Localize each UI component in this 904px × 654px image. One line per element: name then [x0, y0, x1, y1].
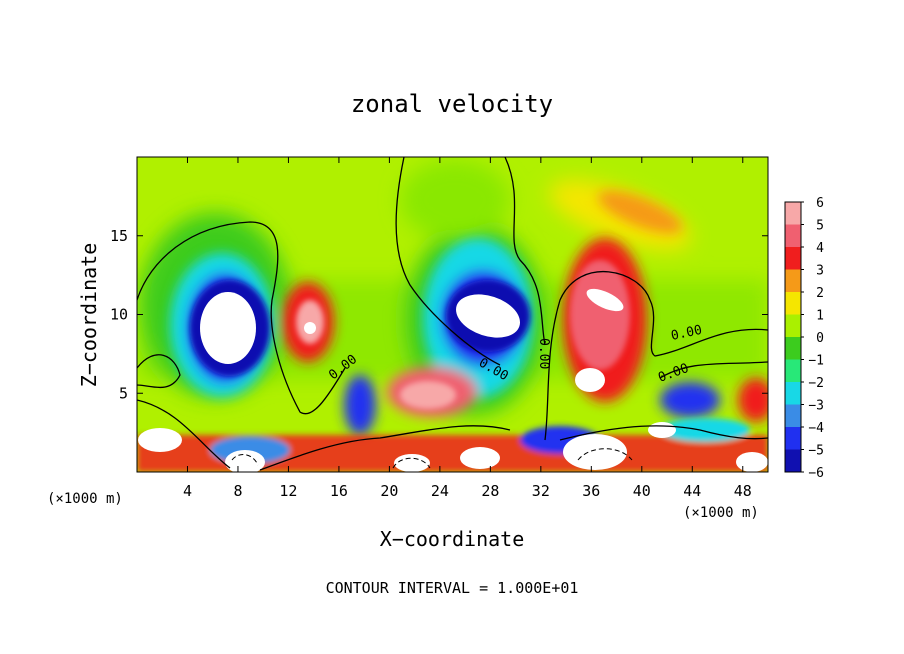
x-axis-label: X−coordinate [380, 527, 525, 551]
colorbar-swatch [785, 359, 801, 382]
colorbar-label: 4 [816, 241, 824, 256]
bottom-white-3 [394, 454, 430, 472]
x-tick-label: 32 [532, 482, 550, 500]
contour-left-small [137, 354, 181, 389]
zero-contours [137, 157, 768, 471]
bottom-white-2 [225, 450, 265, 472]
colorbar-swatch [785, 202, 801, 225]
x-unit-right: (×1000 m) [683, 505, 759, 521]
contour-interval: CONTOUR INTERVAL = 1.000E+01 [326, 579, 579, 597]
pair-white-dot [304, 322, 316, 334]
x-tick-label: 44 [683, 482, 701, 500]
x-tick-label: 4 [183, 482, 192, 500]
contour-label-3: 0.00 [536, 338, 551, 369]
contour-bottom-band [137, 399, 768, 471]
far-right-red [738, 378, 768, 422]
x-tick-label: 12 [279, 482, 297, 500]
contour-right-ring [544, 271, 768, 441]
colorbar-label: 3 [816, 264, 824, 279]
x-tick-label: 28 [481, 482, 499, 500]
y-tick-label: 10 [110, 306, 128, 324]
right-white-upper [586, 288, 624, 312]
colorbar-swatch [785, 337, 801, 360]
contour-top-mid [395, 157, 501, 366]
field: 0.00 0.00 0.00 0.00 0.00 [137, 157, 768, 472]
colorbar-label: −3 [808, 399, 824, 414]
negative-contours [231, 448, 633, 469]
colorbar-swatch [785, 404, 801, 427]
mid-white-core [456, 294, 520, 338]
right-blue-lower [660, 382, 720, 418]
x-tick-label: 36 [582, 482, 600, 500]
colorbar-label: 6 [816, 196, 824, 211]
lower-left-blue [344, 375, 376, 435]
contour-label-4: 0.00 [670, 323, 704, 344]
field-white-cores [138, 288, 768, 472]
y-tick-label: 5 [119, 384, 128, 402]
x-tick-label: 8 [233, 482, 242, 500]
dashed-contour-3 [231, 454, 259, 466]
colorbar-swatch [785, 224, 801, 247]
colorbar-swatch [785, 449, 801, 472]
bottom-white-1 [138, 428, 182, 452]
y-tick-label: 15 [110, 227, 128, 245]
dashed-contour-2 [392, 457, 431, 469]
bottom-white-6 [648, 422, 676, 438]
colorbar: 6 5 4 3 2 1 0 −1 −2 −3 −4 −5 −6 [784, 196, 824, 481]
contour-right-upper [504, 157, 546, 346]
colorbar-label: −4 [808, 421, 824, 436]
bottom-white-4 [460, 447, 500, 469]
contour-right-mid [659, 361, 768, 379]
colorbar-label: −1 [808, 354, 824, 369]
contour-left-loop [137, 221, 346, 415]
x-tick-label: 24 [431, 482, 449, 500]
chart-title: zonal velocity [351, 90, 553, 118]
bottom-white-5 [563, 434, 627, 470]
y-ticks: 5 10 15 [110, 227, 768, 402]
right-pink [570, 260, 630, 370]
green-top-mid [400, 160, 510, 240]
bottom-white-7 [736, 452, 768, 472]
colorbar-label: 0 [816, 331, 824, 346]
colorbar-swatch [785, 292, 801, 315]
x-tick-label: 40 [633, 482, 651, 500]
lower-mid-pink [400, 381, 456, 409]
x-ticks: 4 8 12 16 20 24 28 32 36 40 44 48 [183, 157, 752, 500]
colorbar-label: 2 [816, 286, 824, 301]
colorbar-swatch [785, 427, 801, 450]
colorbar-swatch [785, 269, 801, 292]
colorbar-label: −2 [808, 376, 824, 391]
colorbar-swatch [785, 382, 801, 405]
colorbar-label: −5 [808, 444, 824, 459]
x-tick-label: 20 [380, 482, 398, 500]
x-unit-left: (×1000 m) [47, 491, 123, 507]
colorbar-swatch [785, 314, 801, 337]
colorbar-label: −6 [808, 466, 824, 481]
x-tick-label: 48 [734, 482, 752, 500]
colorbar-label: 5 [816, 219, 824, 234]
y-axis-label: Z−coordinate [77, 243, 101, 388]
right-white-lower [575, 368, 605, 392]
left-white-core [200, 292, 256, 364]
x-tick-label: 16 [330, 482, 348, 500]
colorbar-swatch [785, 247, 801, 270]
colorbar-label: 1 [816, 309, 824, 324]
top-right-orange [597, 190, 683, 234]
